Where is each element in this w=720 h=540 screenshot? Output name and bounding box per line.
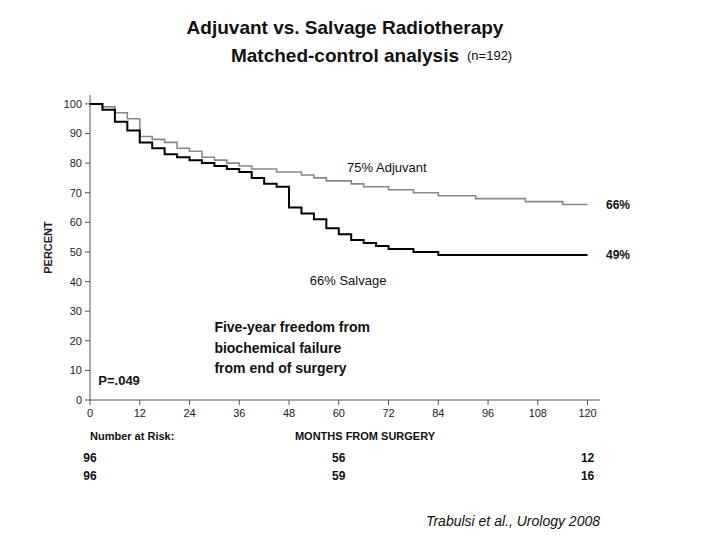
x-tick-label: 24 — [183, 407, 195, 419]
y-tick-label: 30 — [70, 305, 82, 317]
x-tick — [139, 400, 140, 405]
y-tick — [85, 311, 90, 312]
x-tick-label: 120 — [578, 407, 596, 419]
y-tick — [85, 222, 90, 223]
y-axis-line — [90, 95, 91, 400]
y-tick-label: 90 — [70, 127, 82, 139]
x-tick-label: 96 — [482, 407, 494, 419]
y-tick — [85, 163, 90, 164]
risk-count: 96 — [83, 451, 97, 465]
annotations: P=.049 Five-year freedom from biochemical … — [98, 319, 370, 388]
y-tick — [85, 370, 90, 371]
x-axis-label: MONTHS FROM SURGERY — [295, 430, 436, 442]
x-tick — [388, 400, 389, 405]
y-tick — [85, 103, 90, 104]
y-tick — [85, 133, 90, 134]
end-label: 66% — [606, 198, 630, 212]
x-tick — [537, 400, 538, 405]
x-tick-label: 48 — [283, 407, 295, 419]
risk-count: 12 — [581, 451, 595, 465]
y-tick — [85, 192, 90, 193]
curve-label: 75% Adjuvant — [347, 160, 427, 175]
curves — [90, 104, 588, 255]
y-tick — [85, 340, 90, 341]
y-tick — [85, 281, 90, 282]
source: Trabulsi et al., Urology 2008 — [426, 513, 600, 529]
x-tick — [189, 400, 190, 405]
y-tick-label: 20 — [70, 335, 82, 347]
x-tick — [338, 400, 339, 405]
x-tick-label: 60 — [333, 407, 345, 419]
x-tick — [239, 400, 240, 405]
annotation: P=.049 — [98, 373, 140, 388]
chart: Adjuvant vs. Salvage Radiotherapy Matched… — [0, 0, 720, 540]
risk-count: 59 — [332, 469, 346, 483]
x-tick-label: 84 — [432, 407, 444, 419]
subtitle-note: (n=192) — [467, 48, 512, 63]
titles: Adjuvant vs. Salvage Radiotherapy Matched… — [187, 17, 513, 66]
x-tick — [289, 400, 290, 405]
axes: 0 12 24 36 48 60 72 84 96 108 120 0 10 20 30 40 50 60 70 80… — [42, 95, 600, 419]
y-tick-label: 0 — [76, 394, 82, 406]
x-tick — [488, 400, 489, 405]
risk-count: 16 — [581, 469, 595, 483]
y-tick-label: 50 — [70, 246, 82, 258]
x-tick-label: 36 — [233, 407, 245, 419]
end-labels: 66% 49% — [606, 198, 630, 262]
y-tick — [85, 251, 90, 252]
y-tick-label: 40 — [70, 276, 82, 288]
y-tick-label: 10 — [70, 364, 82, 376]
risk-count: 96 — [83, 469, 97, 483]
x-tick-label: 108 — [529, 407, 547, 419]
y-tick-label: 100 — [64, 98, 82, 110]
end-label: 49% — [606, 248, 630, 262]
curve-label: 66% Salvage — [310, 273, 387, 288]
x-tick-label: 72 — [382, 407, 394, 419]
y-axis-label: PERCENT — [42, 221, 54, 274]
risk-label: Number at Risk: — [90, 430, 174, 442]
x-tick — [587, 400, 588, 405]
survival-curve — [90, 104, 588, 255]
risk-table: Number at Risk: MONTHS FROM SURGERY 96 56 12… — [83, 430, 594, 483]
y-tick-label: 60 — [70, 216, 82, 228]
x-tick-label: 0 — [87, 407, 93, 419]
y-tick — [85, 400, 90, 401]
y-tick-label: 70 — [70, 187, 82, 199]
annotation: biochemical failure — [214, 340, 341, 356]
annotation: Five-year freedom from — [214, 319, 370, 335]
x-tick-label: 12 — [134, 407, 146, 419]
x-tick — [90, 400, 91, 405]
y-tick-label: 80 — [70, 157, 82, 169]
subtitle: Matched-control analysis — [231, 45, 459, 66]
title: Adjuvant vs. Salvage Radiotherapy — [187, 17, 504, 38]
x-tick — [438, 400, 439, 405]
annotation: from end of surgery — [214, 360, 346, 376]
risk-count: 56 — [332, 451, 346, 465]
x-axis-line — [90, 400, 600, 401]
